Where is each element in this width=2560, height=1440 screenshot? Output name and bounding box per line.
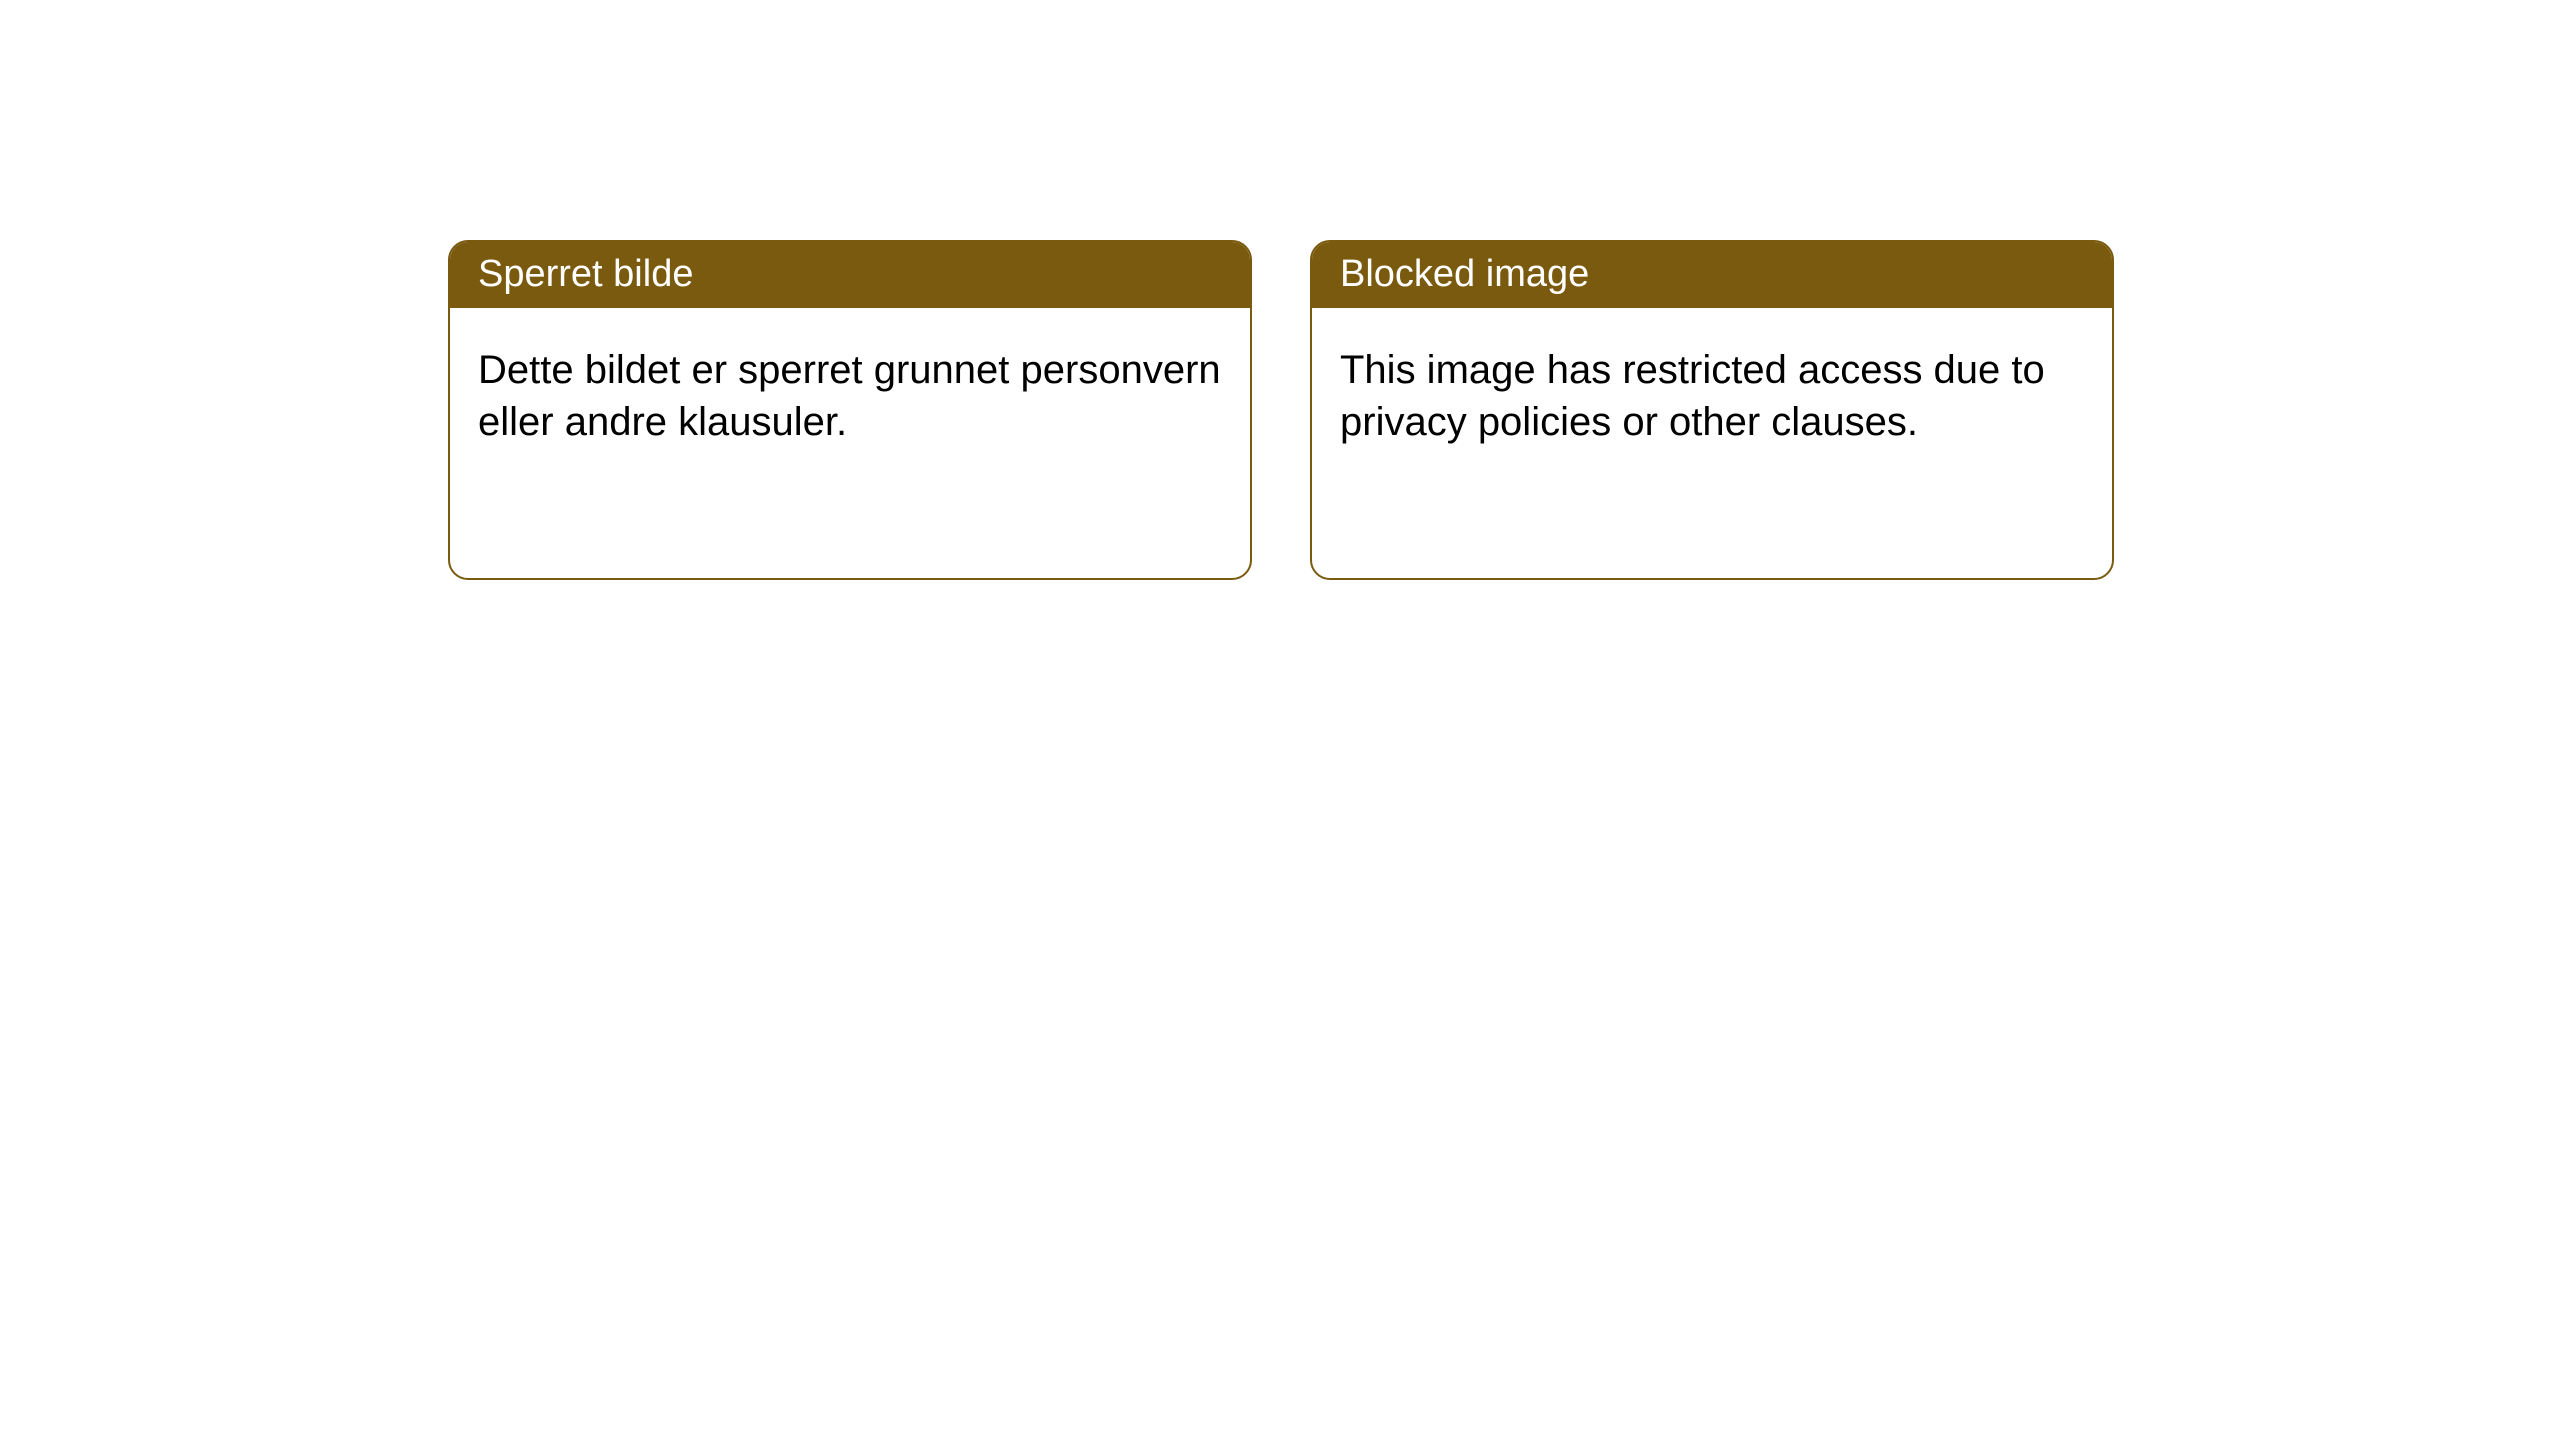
notice-body: This image has restricted access due to … — [1312, 308, 2112, 484]
notice-title: Blocked image — [1312, 242, 2112, 308]
notice-container: Sperret bilde Dette bildet er sperret gr… — [0, 0, 2560, 580]
notice-box-english: Blocked image This image has restricted … — [1310, 240, 2114, 580]
notice-body: Dette bildet er sperret grunnet personve… — [450, 308, 1250, 484]
notice-box-norwegian: Sperret bilde Dette bildet er sperret gr… — [448, 240, 1252, 580]
notice-title: Sperret bilde — [450, 242, 1250, 308]
